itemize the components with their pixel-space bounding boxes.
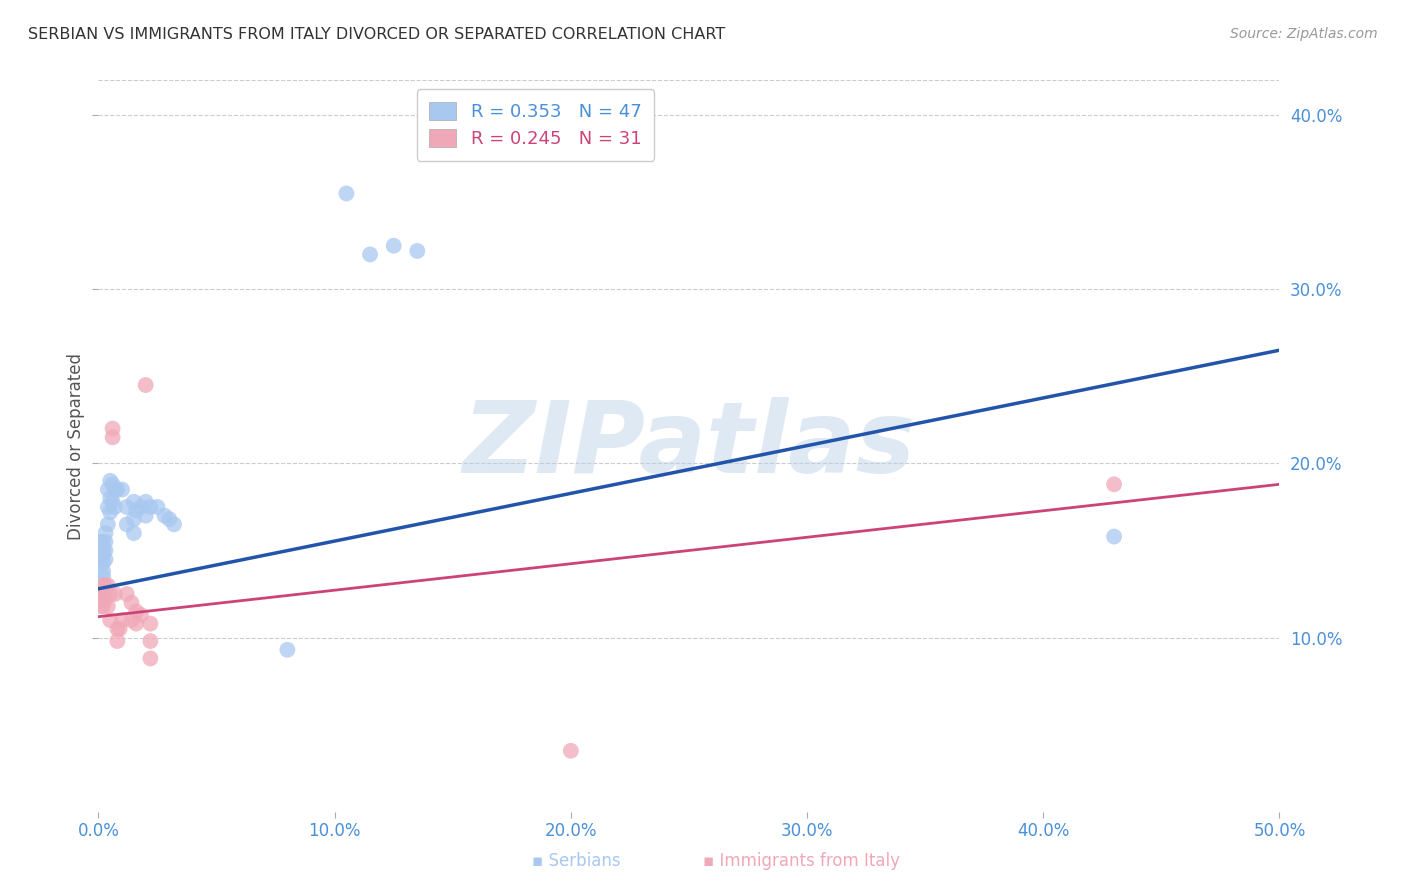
Point <box>122 494 145 508</box>
Point <box>129 500 152 514</box>
Point <box>115 500 138 514</box>
Point <box>91 534 114 549</box>
Point <box>91 565 114 579</box>
Point <box>105 622 128 636</box>
Point <box>91 578 114 592</box>
Point <box>97 599 120 614</box>
Point <box>125 503 148 517</box>
Point <box>101 477 124 491</box>
Point <box>97 517 120 532</box>
Point <box>98 613 121 627</box>
Point <box>382 238 405 252</box>
Point <box>91 556 114 570</box>
Point <box>97 500 120 514</box>
Point <box>157 512 180 526</box>
Point <box>359 247 381 261</box>
Point <box>94 592 117 607</box>
Point <box>98 505 121 519</box>
Point <box>90 547 112 561</box>
Point <box>90 582 112 596</box>
Point <box>111 483 134 497</box>
Point <box>94 534 117 549</box>
Point <box>104 483 127 497</box>
Point <box>121 613 143 627</box>
Point <box>121 596 143 610</box>
Point <box>560 744 582 758</box>
Point <box>91 578 114 592</box>
Point <box>135 494 157 508</box>
Point <box>105 483 128 497</box>
Point <box>90 592 112 607</box>
Text: ZIPatlas: ZIPatlas <box>463 398 915 494</box>
Point <box>335 186 357 201</box>
Point <box>101 430 124 444</box>
Y-axis label: Divorced or Separated: Divorced or Separated <box>66 352 84 540</box>
Point <box>139 651 162 665</box>
Point <box>125 616 148 631</box>
Point <box>139 500 162 514</box>
Point <box>90 543 112 558</box>
Point <box>94 552 117 566</box>
Point <box>94 526 117 541</box>
Point <box>101 421 124 435</box>
Point <box>91 589 114 603</box>
Point <box>98 491 121 506</box>
Point <box>125 604 148 618</box>
Point <box>94 543 117 558</box>
Point <box>122 512 145 526</box>
Point <box>97 483 120 497</box>
Point <box>104 587 127 601</box>
Point <box>105 634 128 648</box>
Point <box>94 578 117 592</box>
Point <box>91 569 114 583</box>
Point <box>276 642 298 657</box>
Text: ▪ Immigrants from Italy: ▪ Immigrants from Italy <box>703 852 900 870</box>
Text: Source: ZipAtlas.com: Source: ZipAtlas.com <box>1230 27 1378 41</box>
Point <box>90 534 112 549</box>
Point <box>115 587 138 601</box>
Point <box>91 547 114 561</box>
Point <box>91 599 114 614</box>
Point <box>91 543 114 558</box>
Point <box>97 578 120 592</box>
Point <box>135 508 157 523</box>
Point <box>1102 530 1125 544</box>
Point <box>129 607 152 622</box>
Point <box>146 500 169 514</box>
Point <box>90 552 112 566</box>
Point <box>135 378 157 392</box>
Point <box>115 517 138 532</box>
Point <box>101 494 124 508</box>
Point <box>163 517 186 532</box>
Point <box>139 616 162 631</box>
Point <box>406 244 429 258</box>
Point <box>98 474 121 488</box>
Point <box>90 599 112 614</box>
Text: ▪ Serbians: ▪ Serbians <box>531 852 621 870</box>
Legend: R = 0.353   N = 47, R = 0.245   N = 31: R = 0.353 N = 47, R = 0.245 N = 31 <box>416 89 654 161</box>
Point <box>122 526 145 541</box>
Point <box>111 613 134 627</box>
Point <box>98 587 121 601</box>
Point <box>153 508 176 523</box>
Point <box>139 634 162 648</box>
Point <box>108 622 131 636</box>
Text: SERBIAN VS IMMIGRANTS FROM ITALY DIVORCED OR SEPARATED CORRELATION CHART: SERBIAN VS IMMIGRANTS FROM ITALY DIVORCE… <box>28 27 725 42</box>
Point <box>1102 477 1125 491</box>
Point <box>104 500 127 514</box>
